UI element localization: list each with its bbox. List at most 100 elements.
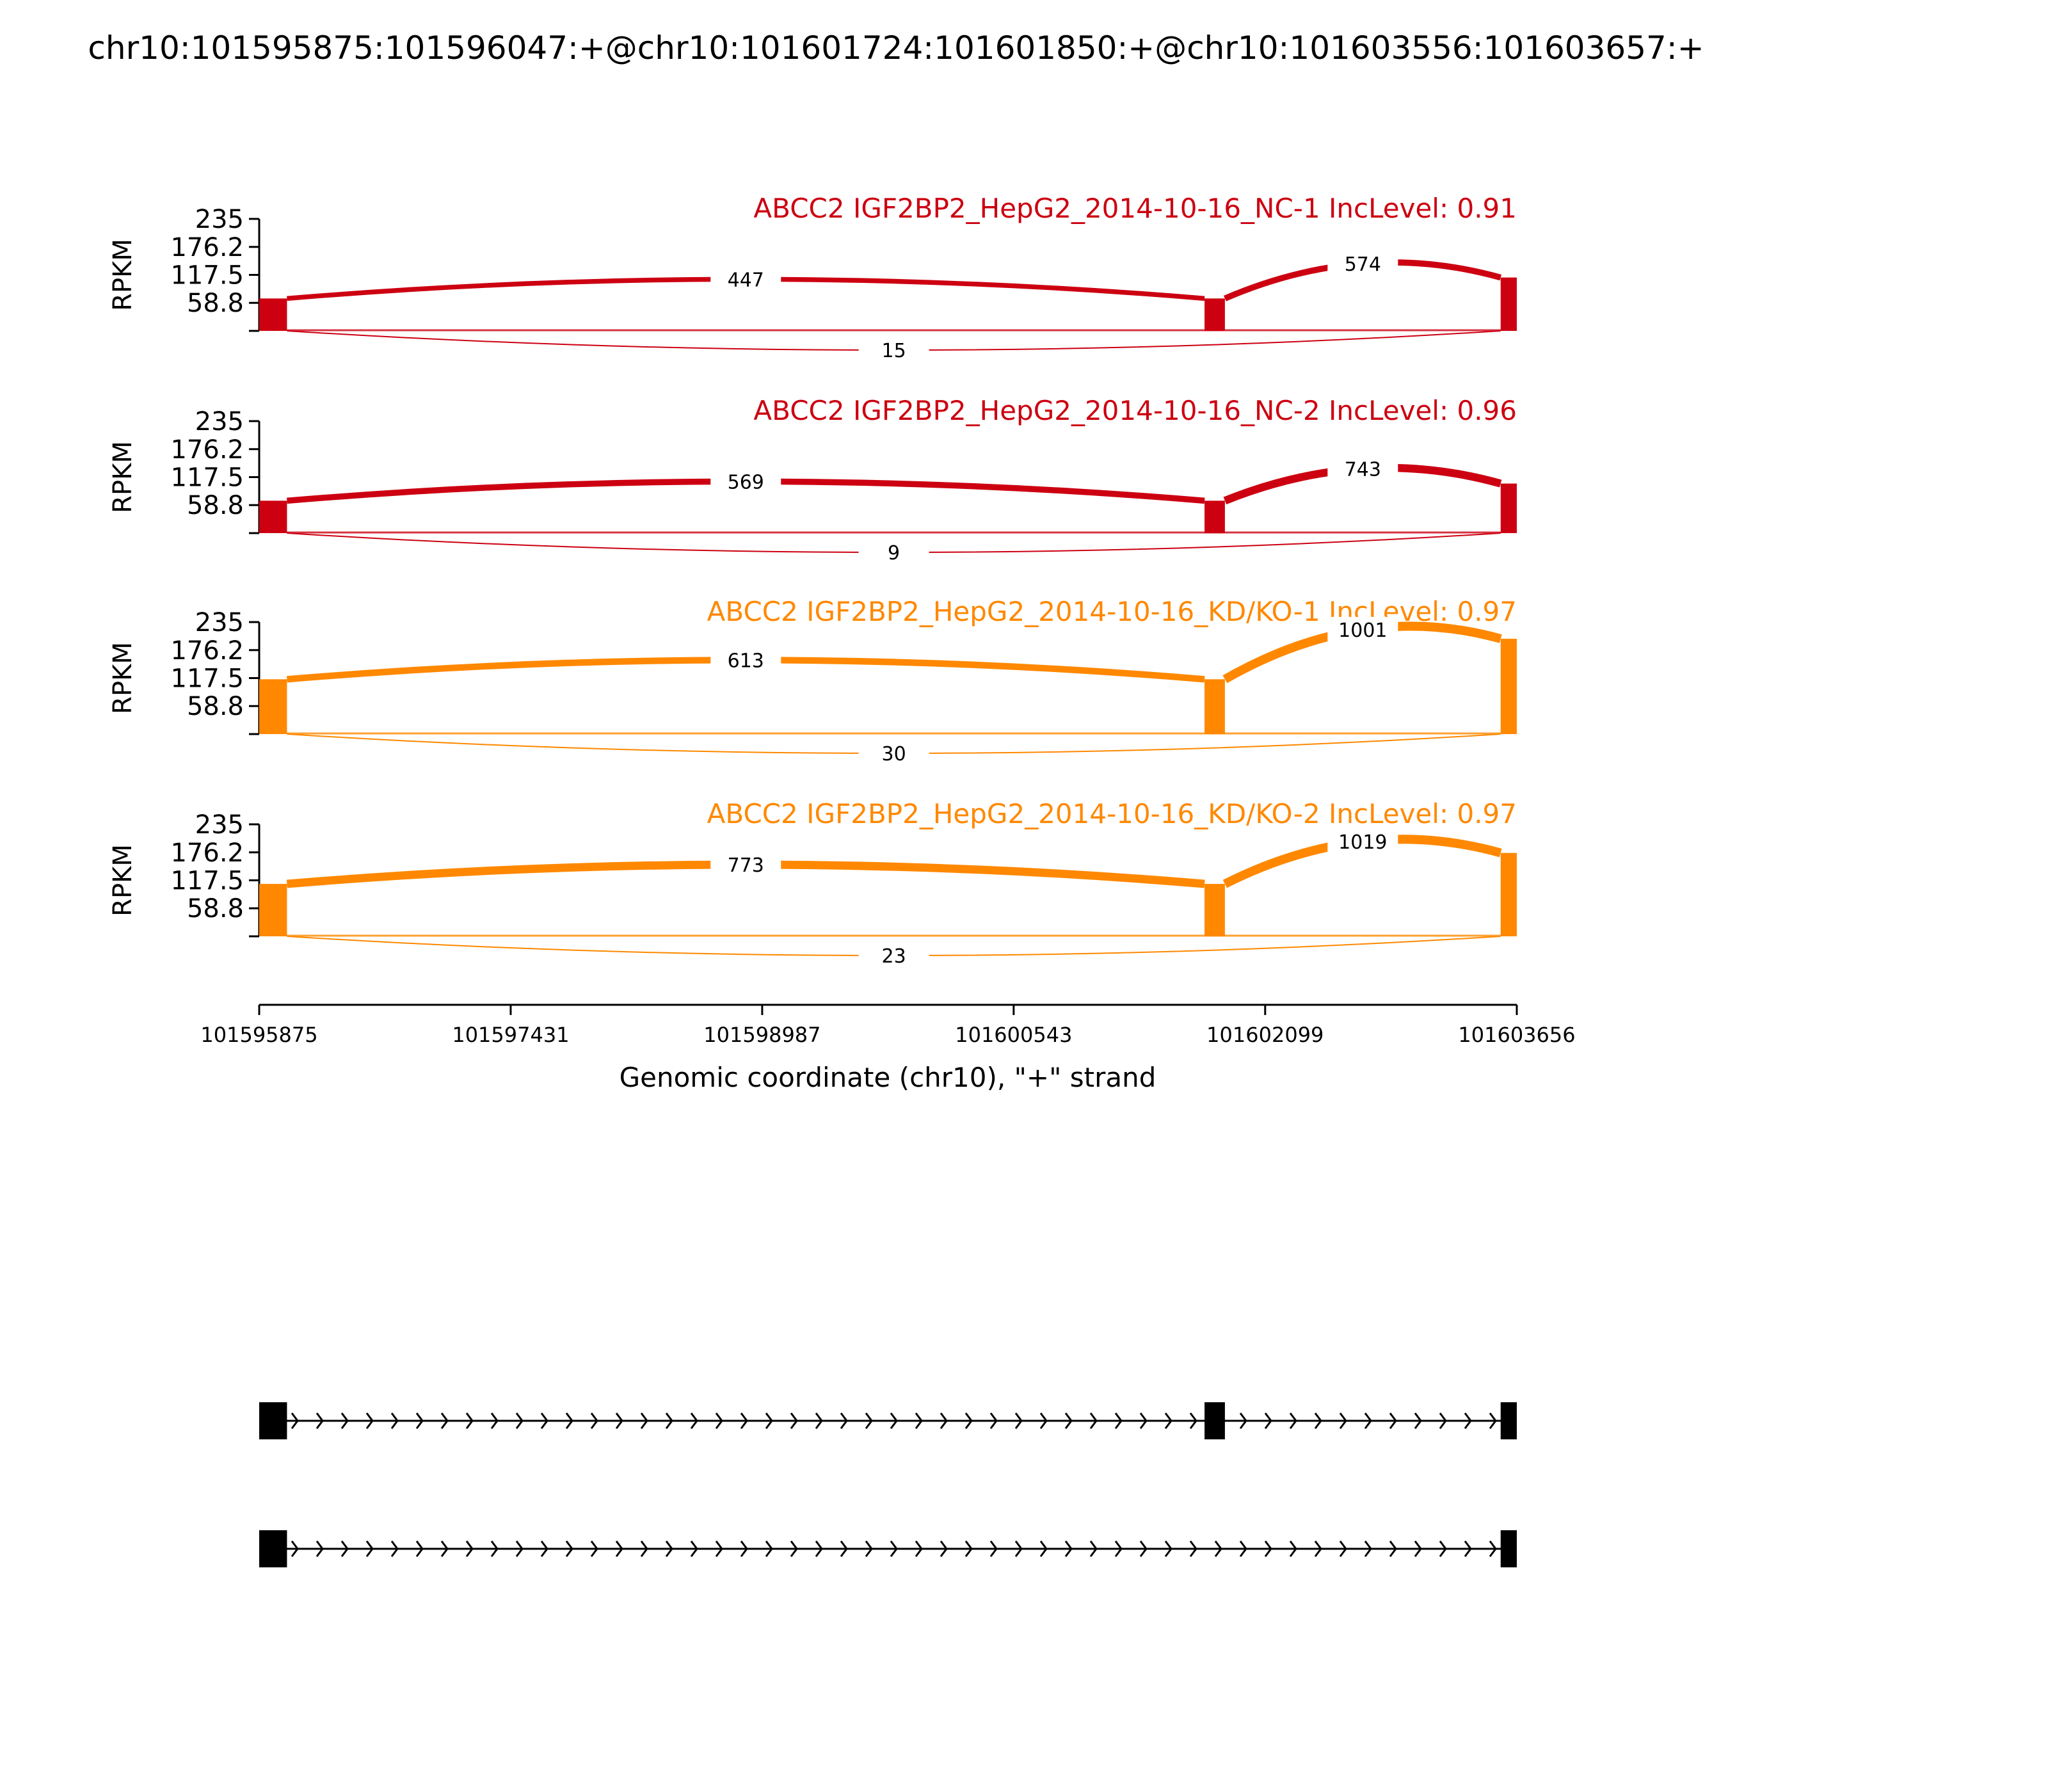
y-axis-label: RPKM bbox=[108, 441, 138, 513]
strand-arrow-icon bbox=[665, 1540, 673, 1557]
exon-coverage bbox=[1204, 298, 1225, 331]
exon-coverage bbox=[1500, 483, 1517, 533]
strand-arrow-icon bbox=[1064, 1412, 1073, 1429]
isoform-row bbox=[259, 1402, 1517, 1439]
strand-arrow-icon bbox=[515, 1412, 524, 1429]
y-tick-label: 235 bbox=[195, 608, 244, 637]
strand-arrow-icon bbox=[390, 1540, 399, 1557]
strand-arrow-icon bbox=[1339, 1540, 1347, 1557]
strand-arrow-icon bbox=[890, 1540, 898, 1557]
strand-arrow-icon bbox=[989, 1540, 998, 1557]
junction-count-label: 574 bbox=[1345, 253, 1381, 276]
sample-label: ABCC2 IGF2BP2_HepG2_2014-10-16_NC-1 IncL… bbox=[753, 193, 1517, 224]
junction-label-bg bbox=[858, 943, 929, 968]
strand-arrow-icon bbox=[1039, 1412, 1048, 1429]
strand-arrow-icon bbox=[790, 1540, 798, 1557]
y-axis-label: RPKM bbox=[108, 844, 138, 916]
strand-arrow-icon bbox=[415, 1412, 424, 1429]
strand-arrow-icon bbox=[1089, 1540, 1098, 1557]
strand-arrow-icon bbox=[490, 1412, 499, 1429]
strand-arrow-icon bbox=[1089, 1412, 1098, 1429]
strand-arrow-icon bbox=[1489, 1540, 1497, 1557]
strand-arrow-icon bbox=[1164, 1540, 1172, 1557]
strand-arrow-icon bbox=[865, 1412, 873, 1429]
strand-arrow-icon bbox=[1439, 1540, 1447, 1557]
strand-arrow-icon bbox=[940, 1540, 948, 1557]
y-tick-label: 58.8 bbox=[187, 894, 244, 924]
strand-arrow-icon bbox=[765, 1540, 773, 1557]
x-tick-label: 101603656 bbox=[1458, 1023, 1575, 1047]
junction-label-bg bbox=[858, 740, 929, 766]
strand-arrow-icon bbox=[1489, 1412, 1497, 1429]
y-tick-label: 176.2 bbox=[170, 838, 244, 868]
strand-arrow-icon bbox=[1264, 1540, 1272, 1557]
strand-arrow-icon bbox=[365, 1540, 374, 1557]
strand-arrow-icon bbox=[840, 1412, 848, 1429]
strand-arrow-icon bbox=[1389, 1540, 1397, 1557]
y-tick-label: 58.8 bbox=[187, 289, 244, 318]
strand-arrow-icon bbox=[815, 1412, 823, 1429]
sample-label: ABCC2 IGF2BP2_HepG2_2014-10-16_NC-2 IncL… bbox=[753, 395, 1517, 426]
strand-arrow-icon bbox=[1364, 1412, 1372, 1429]
strand-arrow-icon bbox=[1414, 1412, 1422, 1429]
strand-arrow-icon bbox=[1239, 1540, 1247, 1557]
strand-arrow-icon bbox=[291, 1540, 299, 1557]
strand-arrow-icon bbox=[640, 1412, 648, 1429]
strand-arrow-icon bbox=[790, 1412, 798, 1429]
exon-block bbox=[259, 1530, 287, 1567]
strand-arrow-icon bbox=[415, 1540, 424, 1557]
strand-arrow-icon bbox=[1264, 1412, 1272, 1429]
y-tick-label: 117.5 bbox=[170, 463, 244, 493]
x-tick-label: 101595875 bbox=[200, 1023, 317, 1047]
strand-arrow-icon bbox=[316, 1540, 324, 1557]
strand-arrow-icon bbox=[565, 1412, 573, 1429]
strand-arrow-icon bbox=[1214, 1540, 1222, 1557]
exon-coverage bbox=[1500, 277, 1517, 331]
strand-arrow-icon bbox=[865, 1540, 873, 1557]
isoform-row bbox=[259, 1530, 1517, 1567]
strand-arrow-icon bbox=[1114, 1412, 1123, 1429]
strand-arrow-icon bbox=[565, 1540, 573, 1557]
strand-arrow-icon bbox=[1364, 1540, 1372, 1557]
junction-count-label: 9 bbox=[888, 542, 900, 564]
strand-arrow-icon bbox=[1314, 1540, 1322, 1557]
strand-arrow-icon bbox=[1014, 1412, 1023, 1429]
strand-arrow-icon bbox=[1014, 1540, 1023, 1557]
exon-coverage bbox=[259, 679, 287, 734]
strand-arrow-icon bbox=[590, 1540, 598, 1557]
x-axis: Genomic coordinate (chr10), "+" strand 1… bbox=[200, 1004, 1576, 1093]
strand-arrow-icon bbox=[465, 1412, 474, 1429]
strand-arrow-icon bbox=[715, 1540, 723, 1557]
exon-coverage bbox=[259, 298, 287, 331]
strand-arrow-icon bbox=[964, 1412, 973, 1429]
strand-arrow-icon bbox=[1139, 1540, 1148, 1557]
junction-label-bg bbox=[710, 266, 781, 292]
strand-arrow-icon bbox=[940, 1412, 948, 1429]
strand-arrow-icon bbox=[740, 1412, 748, 1429]
strand-arrow-icon bbox=[340, 1412, 349, 1429]
strand-arrow-icon bbox=[1439, 1412, 1447, 1429]
junction-count-label: 15 bbox=[881, 340, 906, 362]
junction-count-label: 447 bbox=[728, 269, 764, 291]
exon-coverage bbox=[1500, 852, 1517, 936]
strand-arrow-icon bbox=[1139, 1412, 1148, 1429]
strand-arrow-icon bbox=[365, 1412, 374, 1429]
junction-count-label: 569 bbox=[728, 471, 764, 493]
strand-arrow-icon bbox=[690, 1540, 698, 1557]
exon-block bbox=[259, 1402, 287, 1439]
junction-label-bg bbox=[858, 337, 929, 363]
strand-arrow-icon bbox=[1289, 1412, 1297, 1429]
x-tick-label: 101600543 bbox=[955, 1023, 1072, 1047]
y-tick-label: 176.2 bbox=[170, 233, 244, 262]
junction-label-bg bbox=[1327, 456, 1398, 482]
strand-arrow-icon bbox=[1189, 1540, 1197, 1557]
exon-coverage bbox=[259, 884, 287, 936]
exon-block bbox=[1500, 1402, 1517, 1439]
x-tick-label: 101598987 bbox=[703, 1023, 820, 1047]
strand-arrow-icon bbox=[316, 1412, 324, 1429]
exon-coverage bbox=[1204, 500, 1225, 533]
strand-arrow-icon bbox=[590, 1412, 598, 1429]
